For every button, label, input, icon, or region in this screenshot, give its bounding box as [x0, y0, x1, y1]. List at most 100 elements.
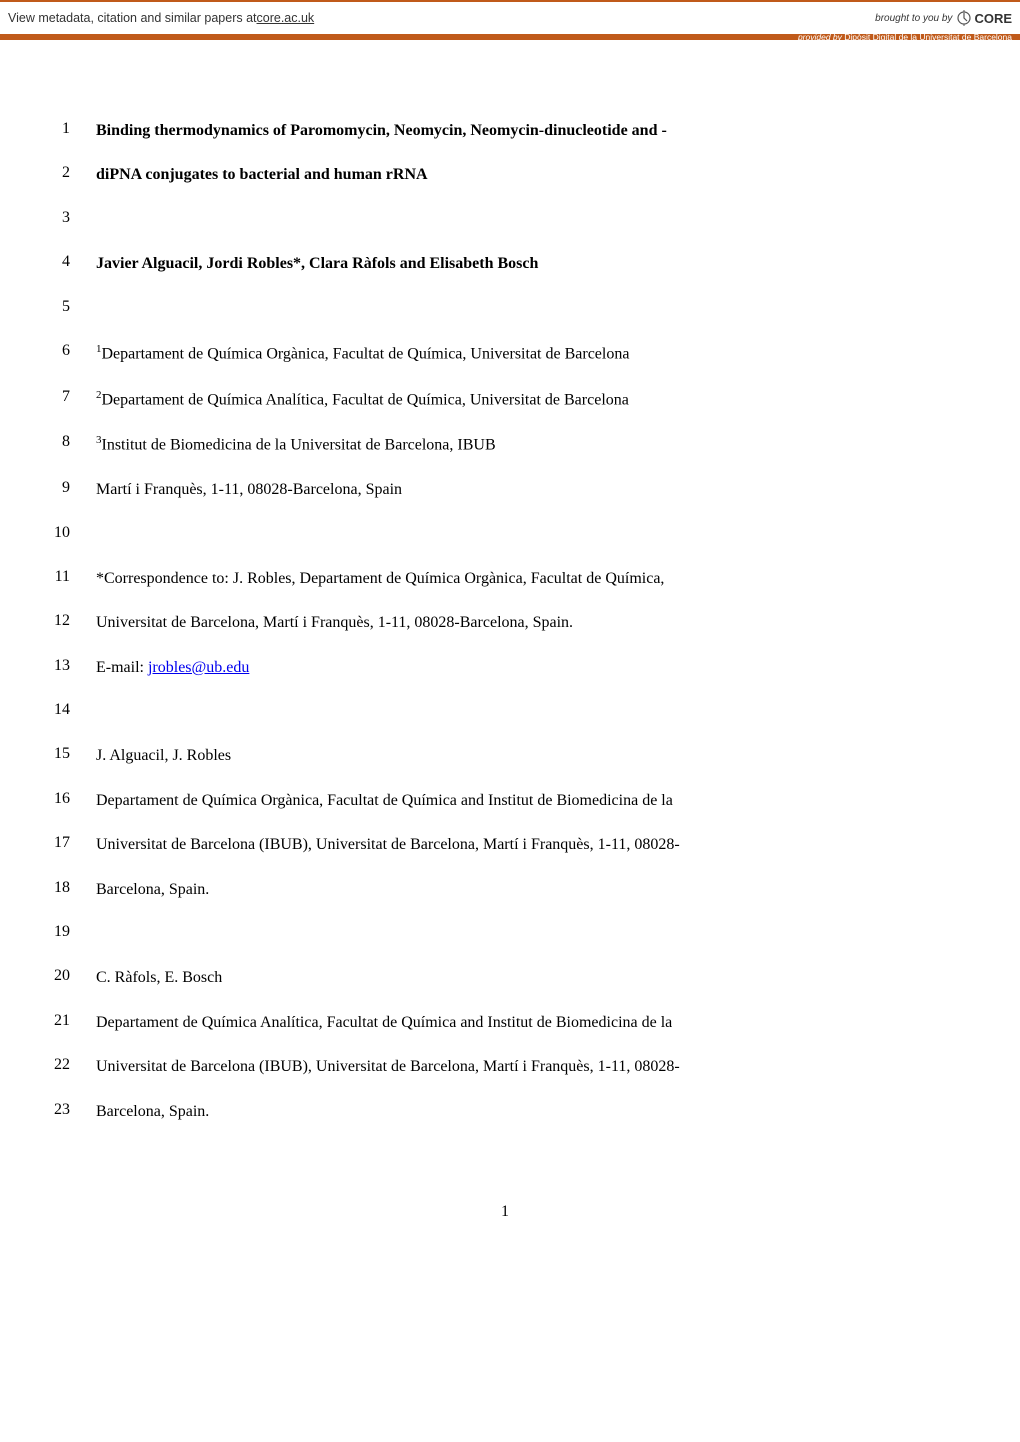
line-text: Departament de Química Orgànica, Faculta… — [102, 345, 630, 362]
line-number: 14 — [50, 701, 96, 719]
line-number: 21 — [50, 1012, 96, 1030]
line-number: 18 — [50, 879, 96, 897]
line-row: 11*Correspondence to: J. Robles, Departa… — [50, 568, 960, 590]
line-text: Binding thermodynamics of Paromomycin, N… — [96, 122, 667, 139]
line-content — [96, 923, 960, 945]
line-content: Barcelona, Spain. — [96, 1101, 960, 1123]
line-text: Martí i Franquès, 1-11, 08028-Barcelona,… — [96, 481, 402, 498]
line-text — [96, 211, 100, 228]
line-number: 3 — [50, 209, 96, 227]
line-text: C. Ràfols, E. Bosch — [96, 969, 222, 986]
email-link[interactable]: jrobles@ub.edu — [148, 659, 249, 676]
line-text: Barcelona, Spain. — [96, 1103, 209, 1120]
line-row: 2diPNA conjugates to bacterial and human… — [50, 164, 960, 186]
line-row: 72Departament de Química Analítica, Facu… — [50, 388, 960, 412]
line-number: 10 — [50, 524, 96, 542]
page-number: 1 — [50, 1203, 960, 1221]
line-row: 15J. Alguacil, J. Robles — [50, 745, 960, 767]
line-row: 13E-mail: jrobles@ub.edu — [50, 657, 960, 679]
line-number: 13 — [50, 657, 96, 675]
line-content — [96, 209, 960, 231]
line-content: Departament de Química Orgànica, Faculta… — [96, 790, 960, 812]
core-link[interactable]: core.ac.uk — [257, 11, 315, 25]
line-text: *Correspondence to: J. Robles, Departame… — [96, 570, 664, 587]
line-text: Javier Alguacil, Jordi Robles*, Clara Rà… — [96, 255, 538, 272]
line-number: 16 — [50, 790, 96, 808]
line-content: Departament de Química Analítica, Facult… — [96, 1012, 960, 1034]
line-row: 3 — [50, 209, 960, 231]
line-content: E-mail: jrobles@ub.edu — [96, 657, 960, 679]
line-text — [96, 925, 100, 942]
line-row: 10 — [50, 524, 960, 546]
banner-right: brought to you by CORE — [875, 10, 1012, 26]
core-icon — [956, 10, 972, 26]
line-content — [96, 701, 960, 723]
line-number: 11 — [50, 568, 96, 586]
line-number: 7 — [50, 388, 96, 406]
line-number: 2 — [50, 164, 96, 182]
provided-prefix: provided by — [798, 32, 844, 42]
line-number: 17 — [50, 834, 96, 852]
line-row: 23Barcelona, Spain. — [50, 1101, 960, 1123]
line-text: J. Alguacil, J. Robles — [96, 747, 231, 764]
banner-left-text: View metadata, citation and similar pape… — [8, 11, 257, 25]
line-number: 5 — [50, 298, 96, 316]
line-content: Martí i Franquès, 1-11, 08028-Barcelona,… — [96, 479, 960, 501]
provided-text: provided by Dipòsit Digital de la Univer… — [798, 32, 1012, 42]
line-text: Universitat de Barcelona, Martí i Franqu… — [96, 614, 573, 631]
line-content: diPNA conjugates to bacterial and human … — [96, 164, 960, 186]
line-text: diPNA conjugates to bacterial and human … — [96, 166, 428, 183]
line-number: 12 — [50, 612, 96, 630]
line-row: 17Universitat de Barcelona (IBUB), Unive… — [50, 834, 960, 856]
line-row: 14 — [50, 701, 960, 723]
line-number: 19 — [50, 923, 96, 941]
line-row: 21Departament de Química Analítica, Facu… — [50, 1012, 960, 1034]
line-number: 20 — [50, 967, 96, 985]
line-text — [96, 526, 100, 543]
line-content: Universitat de Barcelona (IBUB), Univers… — [96, 1056, 960, 1078]
line-text: Institut de Biomedicina de la Universita… — [102, 437, 496, 454]
line-text: Universitat de Barcelona (IBUB), Univers… — [96, 836, 680, 853]
line-row: 61Departament de Química Orgànica, Facul… — [50, 342, 960, 366]
line-content: 1Departament de Química Orgànica, Facult… — [96, 342, 960, 366]
line-row: 22Universitat de Barcelona (IBUB), Unive… — [50, 1056, 960, 1078]
line-number: 4 — [50, 253, 96, 271]
line-content: Binding thermodynamics of Paromomycin, N… — [96, 120, 960, 142]
line-content: C. Ràfols, E. Bosch — [96, 967, 960, 989]
line-content: Javier Alguacil, Jordi Robles*, Clara Rà… — [96, 253, 960, 275]
line-content: 3Institut de Biomedicina de la Universit… — [96, 433, 960, 457]
core-logo[interactable]: CORE — [956, 10, 1012, 26]
line-row: 16Departament de Química Orgànica, Facul… — [50, 790, 960, 812]
line-content: J. Alguacil, J. Robles — [96, 745, 960, 767]
line-row: 5 — [50, 298, 960, 320]
line-content: Universitat de Barcelona, Martí i Franqu… — [96, 612, 960, 634]
line-text: Departament de Química Analítica, Facult… — [102, 391, 629, 408]
line-row: 20C. Ràfols, E. Bosch — [50, 967, 960, 989]
line-text: Departament de Química Analítica, Facult… — [96, 1014, 672, 1031]
line-content: Universitat de Barcelona (IBUB), Univers… — [96, 834, 960, 856]
line-row: 9Martí i Franquès, 1-11, 08028-Barcelona… — [50, 479, 960, 501]
line-row: 18Barcelona, Spain. — [50, 879, 960, 901]
line-text: Barcelona, Spain. — [96, 881, 209, 898]
line-content: *Correspondence to: J. Robles, Departame… — [96, 568, 960, 590]
banner-right-top: brought to you by CORE — [875, 10, 1012, 26]
document-body: 1Binding thermodynamics of Paromomycin, … — [0, 40, 1020, 1261]
line-text: Departament de Química Orgànica, Faculta… — [96, 792, 673, 809]
core-label: CORE — [974, 11, 1012, 26]
line-number: 1 — [50, 120, 96, 138]
line-number: 22 — [50, 1056, 96, 1074]
provided-source: Dipòsit Digital de la Universitat de Bar… — [844, 32, 1012, 42]
line-row: 19 — [50, 923, 960, 945]
line-text — [96, 703, 100, 720]
banner-left: View metadata, citation and similar pape… — [8, 11, 314, 25]
line-text — [96, 300, 100, 317]
line-content — [96, 298, 960, 320]
provided-bar: provided by Dipòsit Digital de la Univer… — [798, 34, 1020, 40]
line-row: 83Institut de Biomedicina de la Universi… — [50, 433, 960, 457]
line-content: Barcelona, Spain. — [96, 879, 960, 901]
line-text: Universitat de Barcelona (IBUB), Univers… — [96, 1058, 680, 1075]
line-number: 8 — [50, 433, 96, 451]
line-row: 12Universitat de Barcelona, Martí i Fran… — [50, 612, 960, 634]
line-number: 6 — [50, 342, 96, 360]
brought-by-text: brought to you by — [875, 13, 952, 24]
